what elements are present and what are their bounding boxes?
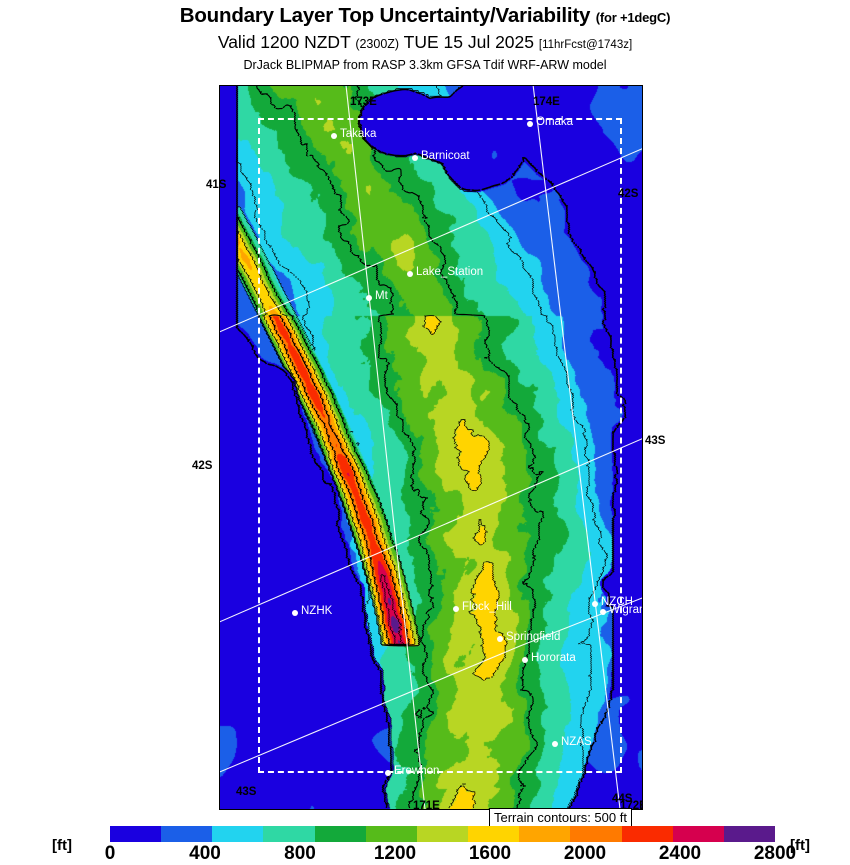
station-dot-icon [527,121,533,127]
station-dot-icon [407,271,413,277]
station-label: Springfield [506,631,561,643]
station-dot-icon [497,636,503,642]
station-label: Mt [375,290,388,302]
colorbar-panel: [ft] [ft] 0 400 800 1200 1600 2000 2400 2800 [0,826,850,864]
colorbar-tick-400: 400 [189,843,221,864]
forecast-hour: [11hrFcst@1743z] [538,39,633,51]
station-label: NZHK [301,605,333,617]
colorbar-unit-right: [ft] [790,837,810,854]
colorbar-swatch-11 [672,826,724,842]
map-overlay-vectors [220,86,642,809]
graticule-label-44s-inmap: 44S [612,793,633,805]
station-label: Takaka [340,128,377,140]
colorbar-swatch-7 [468,826,520,842]
latitude-label-41s: 41S [206,179,227,191]
station-label: Omaka [536,116,574,128]
station-dot-icon [412,155,418,161]
colorbar-swatch-2 [212,826,264,842]
colorbar-tick-1200: 1200 [373,843,417,864]
colorbar-tick-1600: 1600 [468,843,512,864]
station-dot-icon [552,741,558,747]
station-label: NZCH [601,596,633,608]
station-label: Barnicoat [421,150,470,162]
station-dot-icon [522,657,528,663]
station-label: Flock_Hill [462,601,512,613]
graticule-label-171e: 171E [413,800,440,810]
valid-time-line: Valid 1200 NZDT (2300Z) TUE 15 Jul 2025 … [0,31,850,57]
station-label: Lake_Station [416,266,484,278]
colorbar-swatch-10 [621,826,673,842]
graticule-label-172e: 172E [620,800,642,810]
colorbar-swatch-9 [570,826,622,842]
model-source-line: DrJack BLIPMAP from RASP 3.3km GFSA Tdif… [243,58,607,72]
graticule-label-43s-inmap: 43S [236,786,257,798]
latitude-label-43s: 43S [645,435,666,447]
station-label: Erewhon [394,765,440,777]
colorbar-swatch-0 [110,826,162,842]
colorbar-swatch-8 [519,826,571,842]
terrain-contour-note: Terrain contours: 500 ft [489,808,632,828]
title-main: Boundary Layer Top Uncertainty/Variabili… [179,4,591,27]
colorbar-tick-2400: 2400 [658,843,702,864]
colorbar-swatch-1 [161,826,213,842]
colorbar-swatch-3 [263,826,315,842]
colorbar-tick-800: 800 [284,843,316,864]
colorbar-swatch-12 [723,826,776,842]
station-dot-icon [366,295,372,301]
valid-time: Valid 1200 NZDT [217,32,351,52]
colorbar-swatch-6 [416,826,469,842]
latitude-label-42s: 42S [192,460,213,472]
colorbar-tick-2000: 2000 [563,843,607,864]
colorbar-tick-2800: 2800 [753,843,797,864]
graticule-label-173e: 173E [350,96,377,108]
station-label: NZAS [561,736,592,748]
station-dot-icon [592,601,598,607]
latitude-label-42s: 42S [618,188,639,200]
map-panel[interactable]: Takaka Omaka Barnicoat Lake_Station Mt NZHK Fl… [219,85,643,810]
station-label: Wigram [609,604,642,616]
page-title: Boundary Layer Top Uncertainty/Variabili… [0,0,850,31]
station-dot-icon [453,606,459,612]
valid-date: TUE 15 Jul 2025 [403,32,534,52]
colorbar-unit-left: [ft] [52,837,72,854]
station-label: Hororata [531,652,576,664]
colorbar-swatches [110,826,776,842]
station-dot-icon [331,133,337,139]
station-dot-icon [292,610,298,616]
colorbar-tick-0: 0 [104,843,116,864]
title-block: Boundary Layer Top Uncertainty/Variabili… [0,0,850,74]
station-dot-icon [385,770,391,776]
graticule-label-174e: 174E [533,96,560,108]
colorbar-swatch-5 [365,826,417,842]
title-qualifier: (for +1degC) [595,10,671,25]
station-dot-icon [600,609,606,615]
colorbar-swatch-4 [314,826,366,842]
valid-time-utc: (2300Z) [355,37,400,51]
